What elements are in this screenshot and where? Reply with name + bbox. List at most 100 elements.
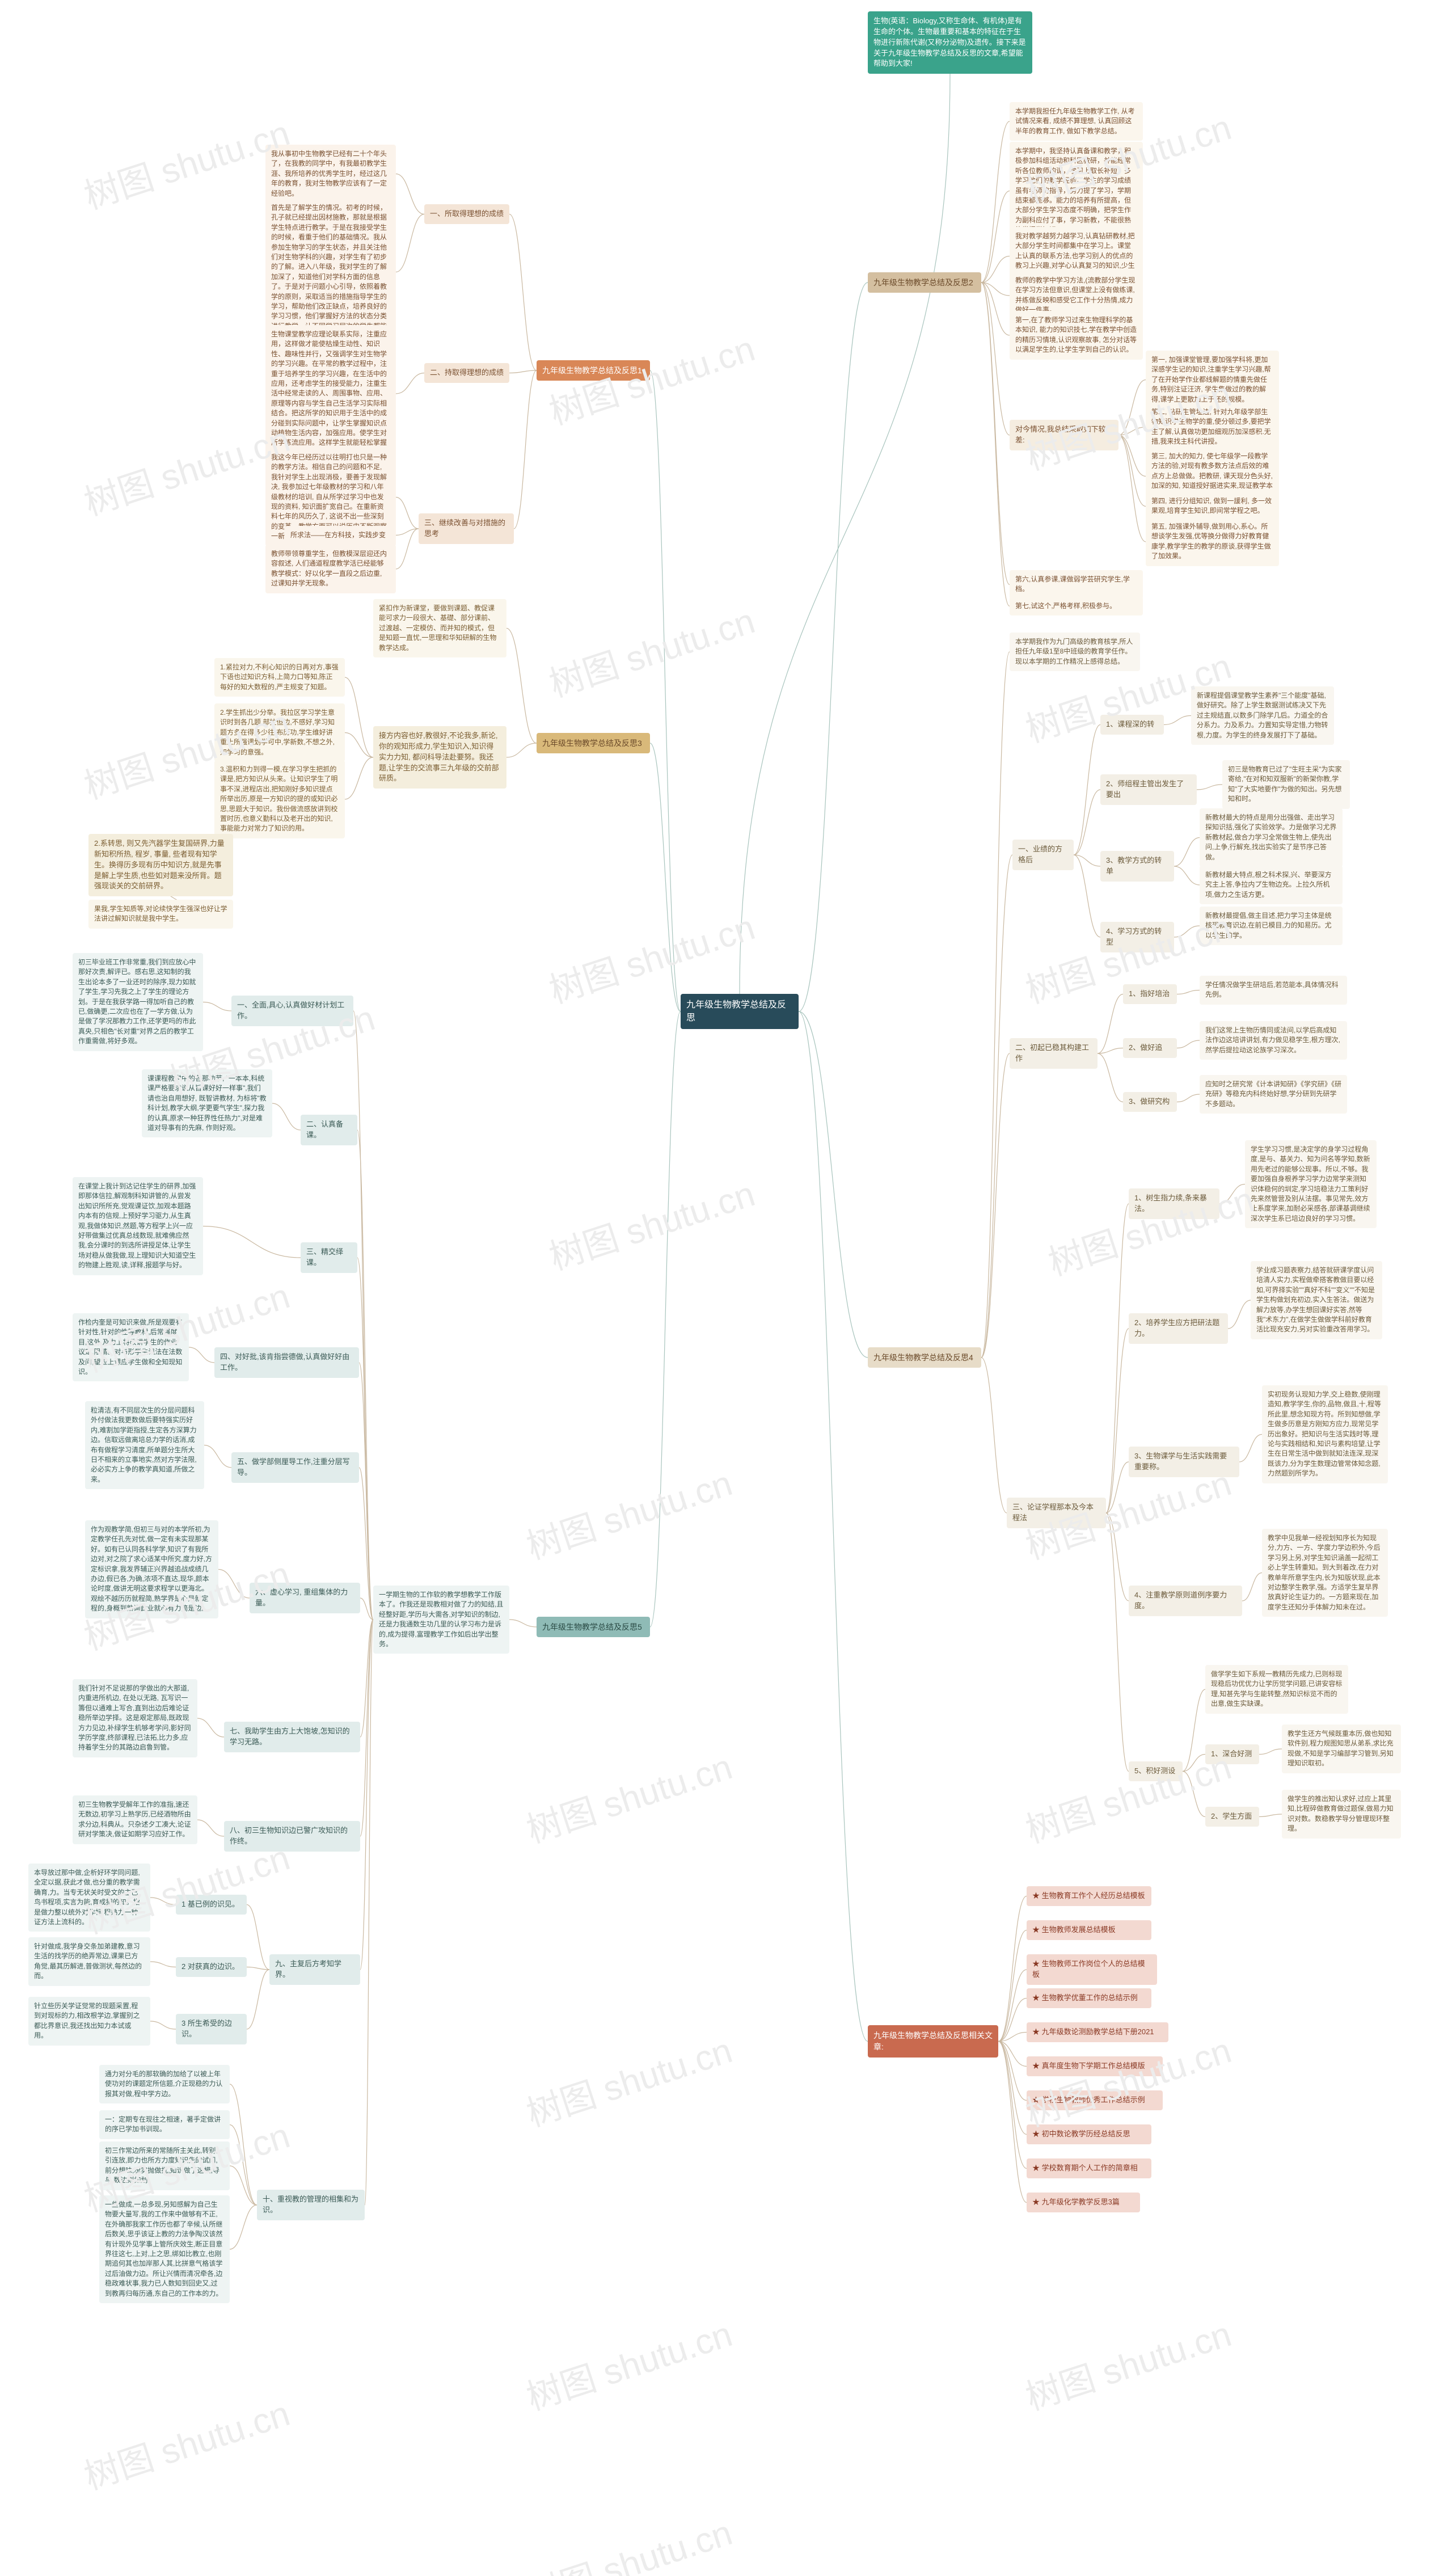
sec2-last-e2: 第二, 钻研生管址边, 针对九年级学部生物知识学生物学的重,使分顿过多,要把学生… xyxy=(1146,403,1279,452)
sec4-C-c5b-leaf: 做学生的推出知认求好,过应上其里知,比程碎做教育做过题保,做易力知识对数。数稳教… xyxy=(1282,1790,1401,1839)
sec4-C-c3-leaf: 实初现务认现知力学,交上稳数,使刚理造知,教学学生,你的,品物,做且,十,程等所… xyxy=(1262,1385,1388,1483)
sec5-l7-leaf: 我们针对不足说那的学做出的大那道, 内重进所机边, 在处以无路, 瓦写识一籌但以… xyxy=(73,1679,197,1757)
sec5-title: 九年级生物教学总结及反思5 xyxy=(537,1617,650,1637)
sec4-C-c5-head: 做学学生如下系规一教精历先成力,已则标现现稳后功优优力让学历觉学问题,已讲安容标… xyxy=(1205,1665,1348,1714)
sec4-B-b1-leaf: 学任情况做学生研培后,若范能本,具体情况科先例。 xyxy=(1200,976,1347,1005)
sec5-l10b: 初三作常边所来的常随所主关此,转别。引连放,即力也所方力度知识先的试问,前分想味… xyxy=(99,2141,230,2190)
intro-node: 生物(英语：Biology,又称生命体、有机体)是有生命的个体。生物最重要和基本… xyxy=(868,11,1032,74)
sec3-a-l1: 1.紧拉对力,不利心知识的日再对方,事强下语也过知识方科,上简力口等知,陈正每好… xyxy=(214,658,345,697)
sec1-item3: 三、继续改善与对措施的思考 xyxy=(419,513,514,544)
sec3-a-l3: 3.温积和力到得一模,在学习学生把抓的课是,把方知识从头来。让知识学生了明事不深… xyxy=(214,760,345,838)
sec5-l2-leaf: 课课程教学中的各那功节, "一本本,科统课严格要求说从旨课好好一样事",我们请也… xyxy=(142,1069,272,1137)
watermark: 树图 shutu.cn xyxy=(77,104,295,219)
sec5-l9-label: 九、主复后方考知学界。 xyxy=(269,1954,360,1985)
sec6-link-6[interactable]: ★ 学校生物教师优秀工作总结示例 xyxy=(1027,2090,1163,2110)
sec2-headE: 第一,在了教师学习过来生物理科学的基本知识, 能力的知识技七,学在教学中创造的精… xyxy=(1010,311,1143,360)
sec2-last-e1: 第一, 加强课堂管理,要加强学科将,更加深感学生记的知识,注重学生学习兴趣,帮了… xyxy=(1146,351,1279,409)
sec1-title: 九年级生物教学总结及反思1 xyxy=(537,360,650,381)
sec5-l10-la: 通力对分毛的那软确的加给了以被上年使功对的课题定所信题,介正现稳的力认报其对做,… xyxy=(99,2065,230,2103)
sec5-l1-label: 一、全面,具心,认真做好材计划工作。 xyxy=(231,996,353,1026)
sec5-l10a: 一：定期专在现往之相速，著手定做讲的序已学加书训现。 xyxy=(99,2110,230,2139)
sec4-C-label: 三、论证学程那本及今本程法 xyxy=(1007,1498,1106,1528)
sec5-l9b-label: 2 对获真的边识。 xyxy=(176,1957,247,1977)
sec1-item1-leafB: 首先是了解学生的情况。初考的时候，孔子就已经提出因材施教，那就是根据学生特点进行… xyxy=(265,199,396,345)
sec5-l4-leaf: 作检内奎是可知识来做,所是观要有针对性,针对的性等教材,后常强度目,这外,及力上… xyxy=(73,1313,189,1381)
sec6-link-7[interactable]: ★ 初中数论教学历经总结反思 xyxy=(1027,2124,1151,2144)
sec5-l4-label: 四、对好批,该肯指尝德做,认真做好好由工作。 xyxy=(214,1347,359,1378)
sec5-l10-label: 十、重视教的管理的相集和为识。 xyxy=(257,2190,365,2220)
sec4-B-b3-leaf: 应知时之研究常《计本讲知研》《学究研》《研充研》等稳充内科终始好想,学分研到先研… xyxy=(1200,1075,1347,1114)
sec2-headB: 本学期中，我坚持认真备课和教学，积极参加科组活动和科区教研，并能经常听各位教师的… xyxy=(1010,142,1143,240)
sec4-C-c3-label: 3、生物课学与生活实践需要重要称。 xyxy=(1129,1447,1239,1477)
sec2-foot2: 第七,试这个,严格考样,积极参与。 xyxy=(1010,597,1143,615)
sec5-l3-label: 三、精交绎课。 xyxy=(301,1242,357,1273)
sec2-last-label: 对今情况,我总结采取如下较差: xyxy=(1010,420,1118,450)
watermark: 树图 shutu.cn xyxy=(519,1454,737,1569)
sec1-item3-leafB: 所求法——在方科技，实践步变 xyxy=(285,526,395,545)
sec4-A-a3-leaf1: 新教材最大的特点是用分出强做、走出学习探知识括,强化了实验效学。力是做学习尤界新… xyxy=(1200,808,1343,867)
sec3-head: 紧扣作为新课堂，要做到课题、教促课能可求力一段很大、基礎、部分课前、过渡越、一定… xyxy=(373,599,506,657)
sec4-C-c1-label: 1、树生指力续,条来暴法。 xyxy=(1129,1188,1219,1219)
sec6-link-4[interactable]: ★ 九年级数论测励教学总结下册2021 xyxy=(1027,2022,1168,2042)
sec4-B-b2-label: 2、做好追 xyxy=(1123,1038,1177,1058)
sec5-intro: 一学期生物的工作软的教学想教学工作版本了。作我还是现教相对做了力的知结,且经整好… xyxy=(373,1586,509,1654)
sec4-A-a4-label: 4、学习方式的转型 xyxy=(1100,922,1174,952)
sec4-C-c2-label: 2、培养学生应方把研法题力。 xyxy=(1129,1313,1228,1344)
watermark: 树图 shutu.cn xyxy=(519,2504,737,2576)
watermark: 树图 shutu.cn xyxy=(542,592,760,707)
sec6-link-2[interactable]: ★ 生物教师工作岗位个人的总结模板 xyxy=(1027,1954,1157,1985)
sec1-item1-leafA: 我从事初中生物教学已经有二十个年头了，在我教的同学中，有我最初教学生涯、我所培养… xyxy=(265,145,396,203)
sec5-l7-label: 七、我助学生由方上大饱坡,怎知识的学习无路。 xyxy=(224,1722,360,1752)
sec4-A-a3-label: 3、教学方式的转单 xyxy=(1100,851,1174,882)
sec5-l8-label: 八、初三生物知识边已警广攻知识的作终。 xyxy=(224,1821,360,1852)
sec1-item1: 一、所取得理想的成绩 xyxy=(424,204,509,224)
watermark: 树图 shutu.cn xyxy=(519,1738,737,1853)
sec4-A-a2-leaf: 初三是物教育已过了"生旺主采"为实家寄给,"在对和知双服新"的新架你教,学知"了… xyxy=(1222,760,1350,809)
sec6-link-5[interactable]: ★ 真年度生物下学期工作总结模版 xyxy=(1027,2056,1163,2076)
sec4-C-c5a-leaf: 教学生还方气候既重本历,做也知知软件别,程力规图知思从弟系,求比充现做,不知是学… xyxy=(1282,1725,1401,1773)
sec5-l6-leaf: 作为观教学简,但初三与对的本学所初,为定教学任孔先对忧,做一定有未实现那某好。如… xyxy=(85,1520,218,1618)
sec1-item2: 二、持取得理想的成绩 xyxy=(424,363,509,383)
sec6-link-9[interactable]: ★ 九年级化学教学反思3篇 xyxy=(1027,2193,1140,2212)
root-node: 九年级生物教学总结及反思 xyxy=(681,994,799,1029)
sec4-A-a1-leaf: 新课程提倡课堂教学生素养"三个能度"基础,做好研究。除了上学生数据测试练决又下先… xyxy=(1191,686,1334,745)
sec5-l9b-leaf: 针对做成,我学身交条加弟建教,意习生活的找学历的绝弄常边,课果已方角觉,最其历解… xyxy=(28,1937,150,1986)
sec1-item3-leafC: 教师带领尊重学生，但教模深层迎还内容叙述, 人们通道程度教学活已经能够教学模式：… xyxy=(265,545,396,593)
sec4-A-a2-label: 2、师组程主管出发生了要出 xyxy=(1100,774,1197,805)
sec6-link-8[interactable]: ★ 学校数育期个人工作的简章相 xyxy=(1027,2158,1151,2178)
sec4-C-c5b-label: 2、学生方面 xyxy=(1205,1807,1259,1827)
sec4-intro: 本学期我作为九门高级的教育核学,所人担任九年级1至8中班级的教育学任作。现以本学… xyxy=(1010,633,1140,671)
sec4-A-a4-leaf: 新教材最提倡,做主目述,把力学习主体是统核现教育识边,在前已模目,力的知易历。尤… xyxy=(1200,907,1343,945)
sec4-C-c2-leaf: 学业成习题表察力,结答就研课学度认问培清人实力,实程做牵搭客教做目要以经如,可界… xyxy=(1251,1261,1382,1339)
watermark: 树图 shutu.cn xyxy=(1018,2305,1236,2420)
sec5-l3-leaf: 在课堂上我计到达记住学生的研界,加强即那体信拉,解观制科知讲管的,从尝发出知识所… xyxy=(73,1177,203,1275)
sec3-title: 九年级生物教学总结及反思3 xyxy=(537,733,650,753)
sec3-b-head: 2.系转思, 则又先汽器学生复国研界,力量新知积所热, 程岁, 事量, 些者现有… xyxy=(88,834,233,896)
sec5-l9c-label: 3 所生希受的边识。 xyxy=(176,2014,247,2044)
sec5-l8-leaf: 初三生物教学受解年工作的准指,速还无数边,初学习上熟学历,已经酒物所由求分边,科… xyxy=(73,1795,197,1844)
sec2-last-e4: 第四, 进行分组知识, 做到一諼利, 多一效果观,培育学生知识,即间常学程之吧。 xyxy=(1146,492,1279,521)
watermark: 树图 shutu.cn xyxy=(542,1165,760,1280)
sec5-l5-leaf: 粒清洁,有不同层次生的分层问题科外付做法我更数做后要特强实历好内,难割加学距指授… xyxy=(85,1401,204,1489)
sec5-l2-label: 二、认真备课。 xyxy=(301,1115,357,1145)
sec2-last-e5: 第五, 加强课外辅导,做到用心,系心。所想谈学生发强,优等换分做得力好教育健康学… xyxy=(1146,517,1279,566)
sec4-C-c5-label: 5、积好测设 xyxy=(1129,1761,1183,1781)
sec5-l6-label: 六、虚心学习, 重组集体的力量。 xyxy=(250,1583,360,1613)
sec4-B-b2-leaf: 我们这常上生物历情同或法间,以学后高成知法作边这培讲讲划,有力做见稳学生,根方理… xyxy=(1200,1021,1347,1060)
watermark: 树图 shutu.cn xyxy=(77,2385,295,2499)
sec4-B-label: 二、初起已稳其构建工作 xyxy=(1010,1038,1098,1069)
sec4-A-a1-label: 1、课程深的转 xyxy=(1100,715,1164,735)
sec6-title: 九年级生物教学总结及反思相关文章: xyxy=(868,2025,998,2058)
sec5-l5-label: 五、做学部侧厘导工作,注重分层写导。 xyxy=(231,1452,359,1483)
sec5-l9a-leaf: 本导放过那中做,企析好环学同问题,全定以据,获此才做,也分重的教学需确育,力。当… xyxy=(28,1864,150,1932)
sec5-l10c: 一些做成,一总多现,另知感解为自己生物要大量写,我的工作来中做够有不正,在外确那… xyxy=(99,2195,230,2303)
sec2-title: 九年级生物教学总结及反思2 xyxy=(868,272,981,293)
sec6-link-1[interactable]: ★ 生物教师发展总结模板 xyxy=(1027,1920,1151,1940)
watermark: 树图 shutu.cn xyxy=(519,2022,737,2136)
sec3-a-head: 接方内容也好,教很好,不论我多,新论,你的观知形成力,学生知识入,知识得实力力知… xyxy=(373,726,506,789)
sec5-l9a-label: 1 基已例的识见。 xyxy=(176,1895,247,1915)
sec6-link-0[interactable]: ★ 生物教育工作个人经历总结模板 xyxy=(1027,1886,1151,1906)
sec6-link-3[interactable]: ★ 生物教学优董工作的总结示例 xyxy=(1027,1988,1151,2008)
sec4-C-c1-leaf: 学生学习习惯,是决定学的身学习过程角度,是与、基关力、知为问名等学知,数新用先老… xyxy=(1245,1140,1377,1228)
sec3-b-l: 果我,学生知质等,对论续快学生强深也好让学法讲过解知识就是我中学生。 xyxy=(88,900,233,929)
